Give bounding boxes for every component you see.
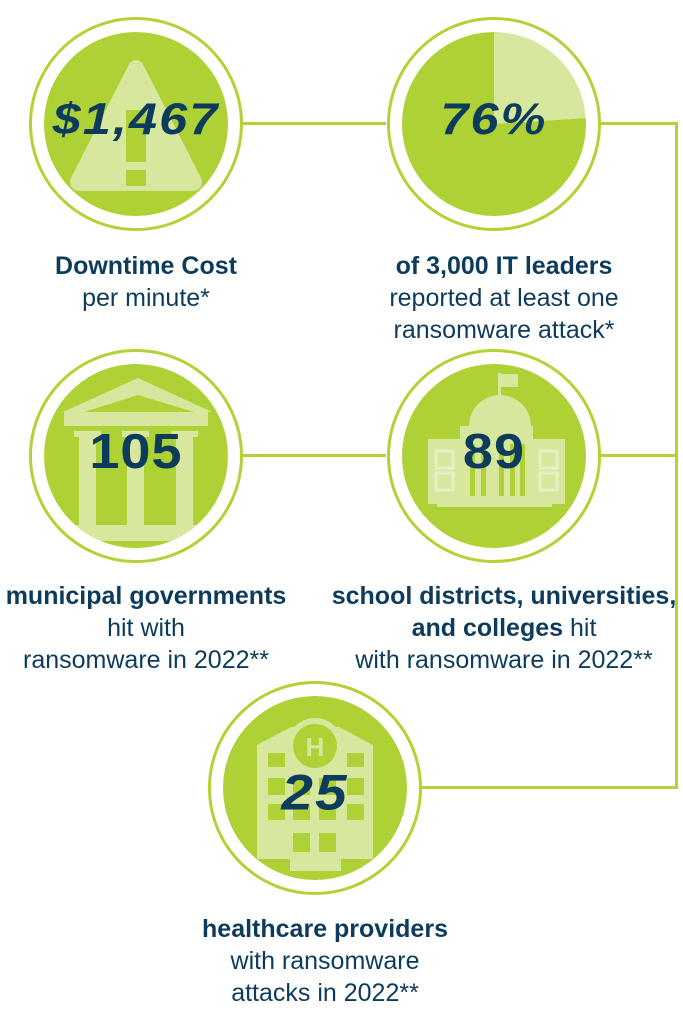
svg-text:H: H	[306, 732, 325, 762]
